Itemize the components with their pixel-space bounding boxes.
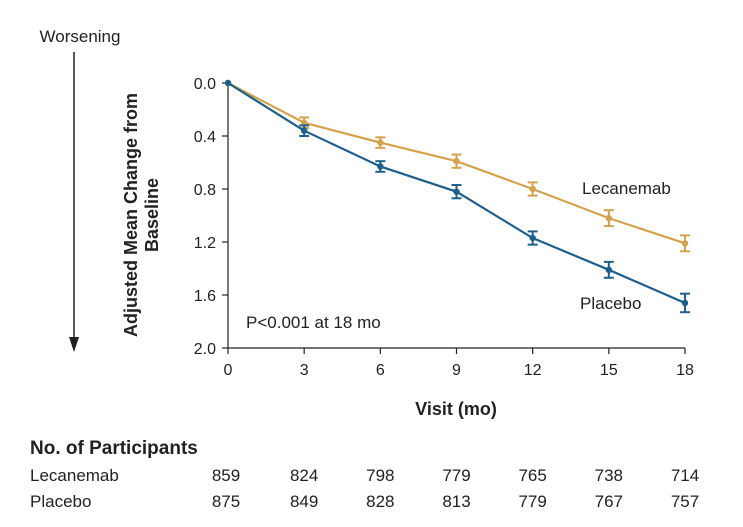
chart: Worsening Adjusted Mean Change fromBasel…	[40, 27, 694, 419]
x-tick-label: 15	[600, 362, 618, 379]
data-point	[377, 163, 384, 170]
series-placebo: Placebo	[224, 79, 690, 314]
data-point	[377, 139, 384, 146]
data-point	[605, 214, 613, 222]
data-point	[605, 266, 613, 274]
participants-title: No. of Participants	[30, 438, 198, 459]
y-tick-label: 0.4	[194, 129, 216, 146]
p-value-annotation: P<0.001 at 18 mo	[246, 313, 381, 332]
data-point	[224, 79, 232, 87]
y-tick-label: 2.0	[194, 341, 216, 358]
y-tick-label: 0.0	[194, 76, 216, 93]
data-point	[453, 157, 460, 165]
series-label: Placebo	[580, 294, 641, 313]
participants-cell: 779	[442, 466, 471, 485]
participants-cell: 714	[670, 466, 700, 485]
participants-cell: 828	[366, 492, 395, 511]
participants-row: Lecanemab 859 824 798 779 765 738 714	[30, 466, 730, 492]
participants-cell: 779	[518, 492, 547, 511]
data-point	[300, 119, 308, 126]
x-tick-label: 6	[376, 362, 385, 379]
y-tick-label: 1.6	[194, 288, 216, 305]
axes: 0.0 0.4 0.8 1.2 1.6 2.0 0 3 6 9 12 15 18	[194, 76, 694, 379]
data-point	[300, 127, 308, 134]
y-axis-title-line: Baseline	[142, 178, 162, 252]
y-axis-title-text: Adjusted Mean Change fromBaseline	[121, 93, 162, 337]
participants-cell: 767	[594, 492, 624, 511]
x-tick-label: 0	[224, 362, 233, 379]
participants-cell: 738	[594, 466, 624, 485]
participants-table: No. of Participants Lecanemab 859 824 798 77…	[30, 438, 730, 518]
y-tick-label: 1.2	[194, 235, 216, 252]
series-lecanemab: Lecanemab	[224, 79, 690, 253]
participants-cell: 824	[289, 466, 319, 485]
participants-cell: 757	[670, 492, 700, 511]
participants-cell: 813	[442, 492, 471, 511]
participants-row: Placebo 875 849 828 813 779 767 757	[30, 492, 730, 518]
y-tick-label: 0.8	[194, 182, 216, 199]
data-point	[681, 240, 689, 247]
participants-row-label: Lecanemab	[30, 466, 119, 485]
series-layer: Lecanemab Placebo	[224, 79, 690, 314]
participants-cell: 859	[211, 466, 241, 485]
data-point	[681, 299, 689, 307]
x-axis-title: Visit (mo)	[415, 399, 497, 419]
participants-cell: 765	[518, 466, 547, 485]
participants-row-label: Placebo	[30, 492, 92, 511]
series-label: Lecanemab	[582, 179, 671, 198]
data-point	[529, 185, 536, 193]
x-tick-label: 12	[524, 362, 542, 379]
x-tick-label: 18	[676, 362, 694, 379]
x-tick-label: 3	[300, 362, 309, 379]
y-axis-title: Adjusted Mean Change fromBaseline	[121, 93, 162, 337]
y-axis-title-line: Adjusted Mean Change from	[121, 93, 141, 337]
participants-cell: 849	[289, 492, 319, 511]
x-tick-label: 9	[452, 362, 461, 379]
direction-label: Worsening	[40, 27, 121, 46]
data-point	[529, 234, 536, 242]
participants-cell: 798	[366, 466, 395, 485]
worsening-arrow	[69, 52, 79, 352]
participants-rows: Lecanemab 859 824 798 779 765 738 714 Placebo 875…	[30, 466, 730, 518]
participants-cell: 875	[211, 492, 241, 511]
data-point	[453, 188, 460, 195]
